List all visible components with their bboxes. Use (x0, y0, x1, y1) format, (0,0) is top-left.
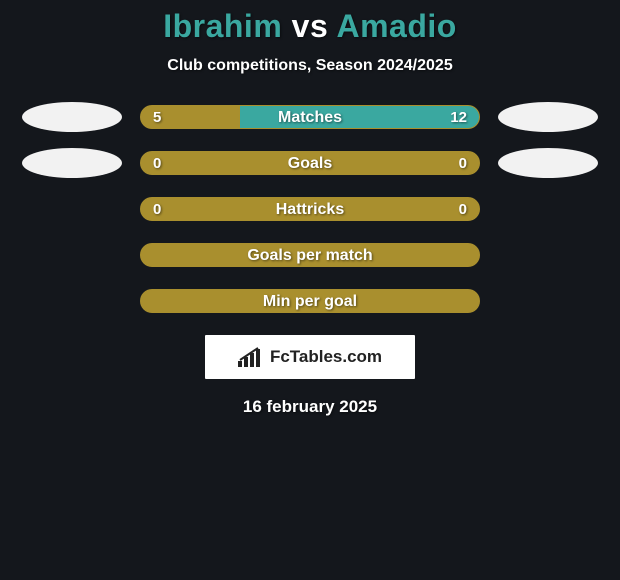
stat-label: Min per goal (141, 290, 479, 313)
stat-right-value: 0 (459, 152, 467, 175)
stat-left-value: 0 (153, 152, 161, 175)
date-label: 16 february 2025 (0, 397, 620, 417)
vs-separator: vs (292, 8, 329, 44)
stat-label: Goals per match (141, 244, 479, 267)
page-title: Ibrahim vs Amadio (0, 0, 620, 45)
stat-row: Matches5 12 (0, 105, 620, 129)
ellipse-spacer (498, 240, 598, 270)
stat-row: Min per goal (0, 289, 620, 313)
left-ellipse (22, 102, 122, 132)
ellipse-spacer (22, 194, 122, 224)
stat-right-value: 0 (459, 198, 467, 221)
stat-label: Hattricks (141, 198, 479, 221)
comparison-infographic: Ibrahim vs Amadio Club competitions, Sea… (0, 0, 620, 580)
ellipse-spacer (498, 194, 598, 224)
player1-name: Ibrahim (163, 8, 282, 44)
stat-bar: Matches5 12 (140, 105, 480, 129)
stat-bar: Hattricks0 0 (140, 197, 480, 221)
stat-bar: Min per goal (140, 289, 480, 313)
subtitle: Club competitions, Season 2024/2025 (0, 57, 620, 75)
stat-row: Goals per match (0, 243, 620, 267)
ellipse-spacer (498, 286, 598, 316)
stat-left-value: 5 (153, 106, 161, 129)
stat-right-value: 12 (450, 106, 467, 129)
stat-rows: Matches512Goals00Hattricks00Goals per ma… (0, 105, 620, 313)
stat-label: Goals (141, 152, 479, 175)
stat-left-value: 0 (153, 198, 161, 221)
chart-icon (238, 347, 264, 367)
stat-row: Goals0 0 (0, 151, 620, 175)
left-ellipse (22, 148, 122, 178)
stat-row: Hattricks0 0 (0, 197, 620, 221)
source-badge: FcTables.com (205, 335, 415, 379)
stat-bar: Goals0 0 (140, 151, 480, 175)
source-badge-text: FcTables.com (270, 347, 382, 367)
player2-name: Amadio (336, 8, 456, 44)
ellipse-spacer (22, 286, 122, 316)
stat-label: Matches (141, 106, 479, 129)
ellipse-spacer (22, 240, 122, 270)
right-ellipse (498, 102, 598, 132)
stat-bar: Goals per match (140, 243, 480, 267)
right-ellipse (498, 148, 598, 178)
